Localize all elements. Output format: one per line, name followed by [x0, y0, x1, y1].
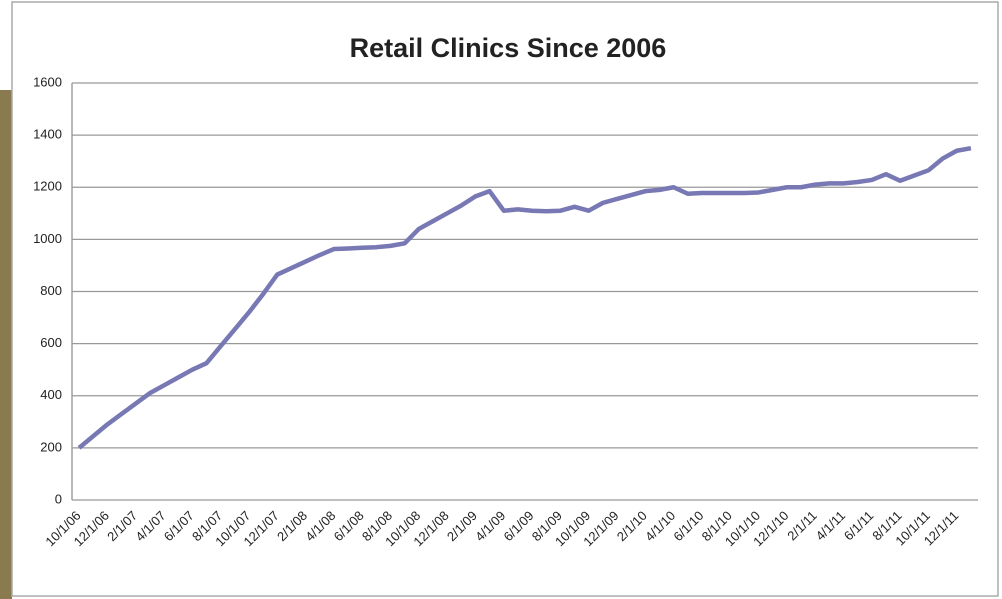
y-tick-label: 1400	[33, 127, 62, 142]
chart: Retail Clinics Since 2006 0 200 400 600 800 1…	[0, 0, 1002, 599]
chart-frame	[12, 2, 998, 596]
y-tick-label: 800	[40, 283, 62, 298]
y-tick-label: 0	[55, 491, 62, 506]
background-strip	[0, 90, 12, 599]
y-tick-label: 200	[40, 439, 62, 454]
chart-title: Retail Clinics Since 2006	[350, 33, 667, 63]
y-tick-label: 400	[40, 387, 62, 402]
y-tick-label: 1200	[33, 179, 62, 194]
y-tick-label: 600	[40, 335, 62, 350]
y-tick-label: 1000	[33, 231, 62, 246]
y-tick-label: 1600	[33, 74, 62, 89]
